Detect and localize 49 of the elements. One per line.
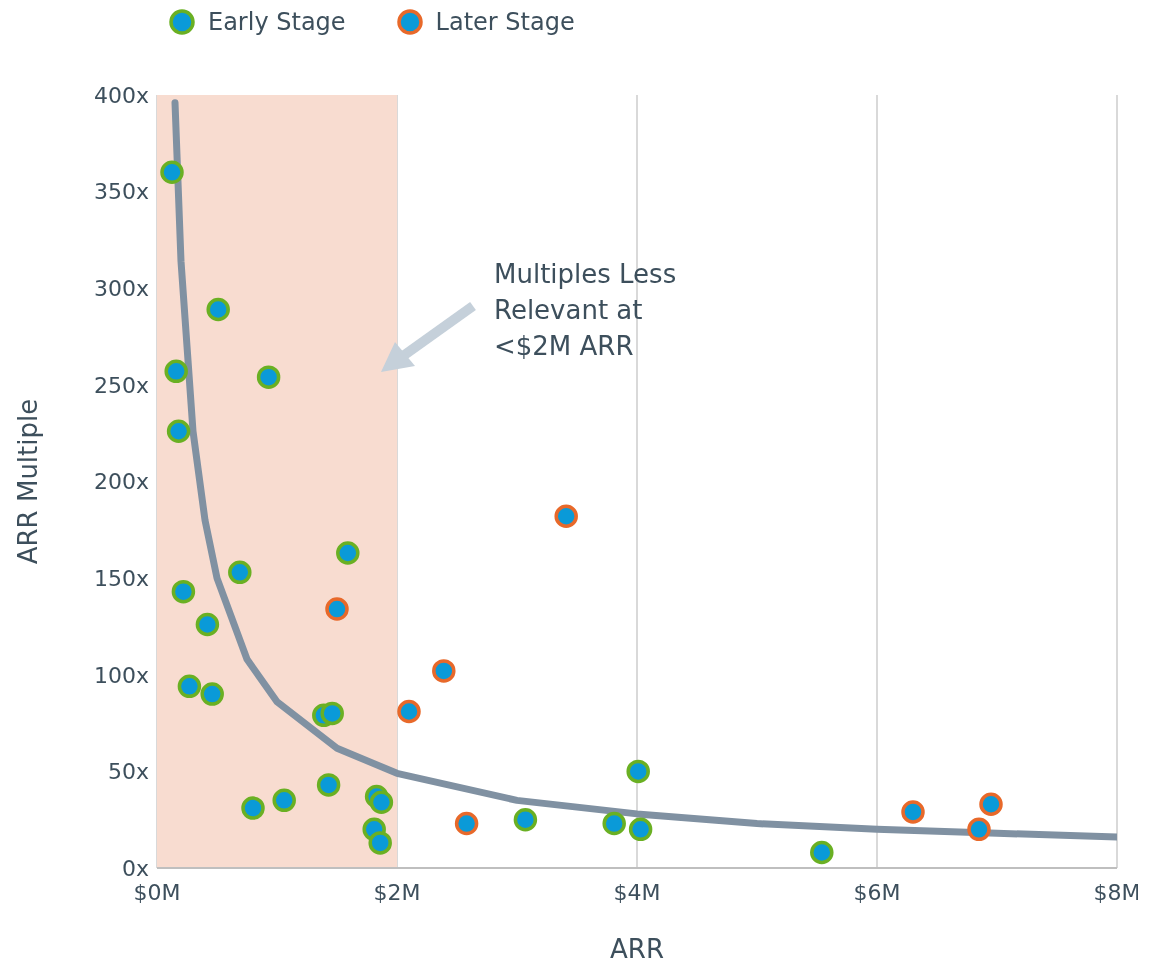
point bbox=[901, 800, 925, 824]
y-tick-label: 150x bbox=[93, 565, 149, 591]
point bbox=[166, 419, 191, 444]
point bbox=[397, 699, 421, 724]
point bbox=[228, 560, 252, 585]
point bbox=[200, 682, 224, 706]
point bbox=[432, 659, 456, 683]
point bbox=[256, 365, 281, 389]
point bbox=[368, 831, 392, 855]
point bbox=[325, 597, 349, 621]
point bbox=[195, 612, 220, 637]
point bbox=[160, 160, 184, 185]
point bbox=[979, 792, 1003, 816]
point bbox=[626, 759, 650, 784]
x-tick-label: $0M bbox=[133, 879, 181, 905]
point bbox=[454, 811, 479, 836]
x-axis-title: ARR bbox=[610, 934, 664, 964]
point bbox=[513, 807, 538, 832]
point bbox=[602, 811, 626, 836]
x-tick-label: $6M bbox=[853, 879, 901, 905]
point bbox=[336, 541, 360, 565]
point bbox=[320, 701, 344, 726]
y-axis-title: ARR Multiple bbox=[13, 398, 44, 565]
point bbox=[316, 773, 341, 797]
x-tick-label: $4M bbox=[613, 879, 661, 905]
annotation: Multiples Less Relevant at <$2M ARR bbox=[494, 258, 678, 363]
point bbox=[171, 579, 196, 604]
point bbox=[206, 297, 230, 322]
legend-label: Early Stage bbox=[208, 8, 346, 36]
y-tick-label: 300x bbox=[93, 276, 149, 302]
point bbox=[628, 817, 653, 842]
point bbox=[554, 504, 578, 529]
y-tick-label: 200x bbox=[93, 469, 149, 495]
point bbox=[967, 817, 991, 842]
y-tick-label: 250x bbox=[93, 372, 149, 398]
x-tick-label: $2M bbox=[373, 879, 421, 905]
y-tick-label: 0x bbox=[121, 855, 149, 881]
point bbox=[164, 359, 188, 384]
y-tick-label: 100x bbox=[93, 662, 149, 688]
y-tick-label: 50x bbox=[107, 759, 149, 785]
x-tick-label: $8M bbox=[1093, 879, 1141, 905]
y-tick-label: 350x bbox=[93, 179, 149, 205]
point bbox=[241, 796, 265, 820]
y-tick-label: 400x bbox=[93, 82, 149, 108]
legend-label: Later Stage bbox=[435, 8, 575, 36]
point bbox=[369, 790, 394, 815]
point bbox=[810, 840, 834, 865]
point bbox=[272, 788, 296, 813]
point bbox=[177, 674, 202, 699]
